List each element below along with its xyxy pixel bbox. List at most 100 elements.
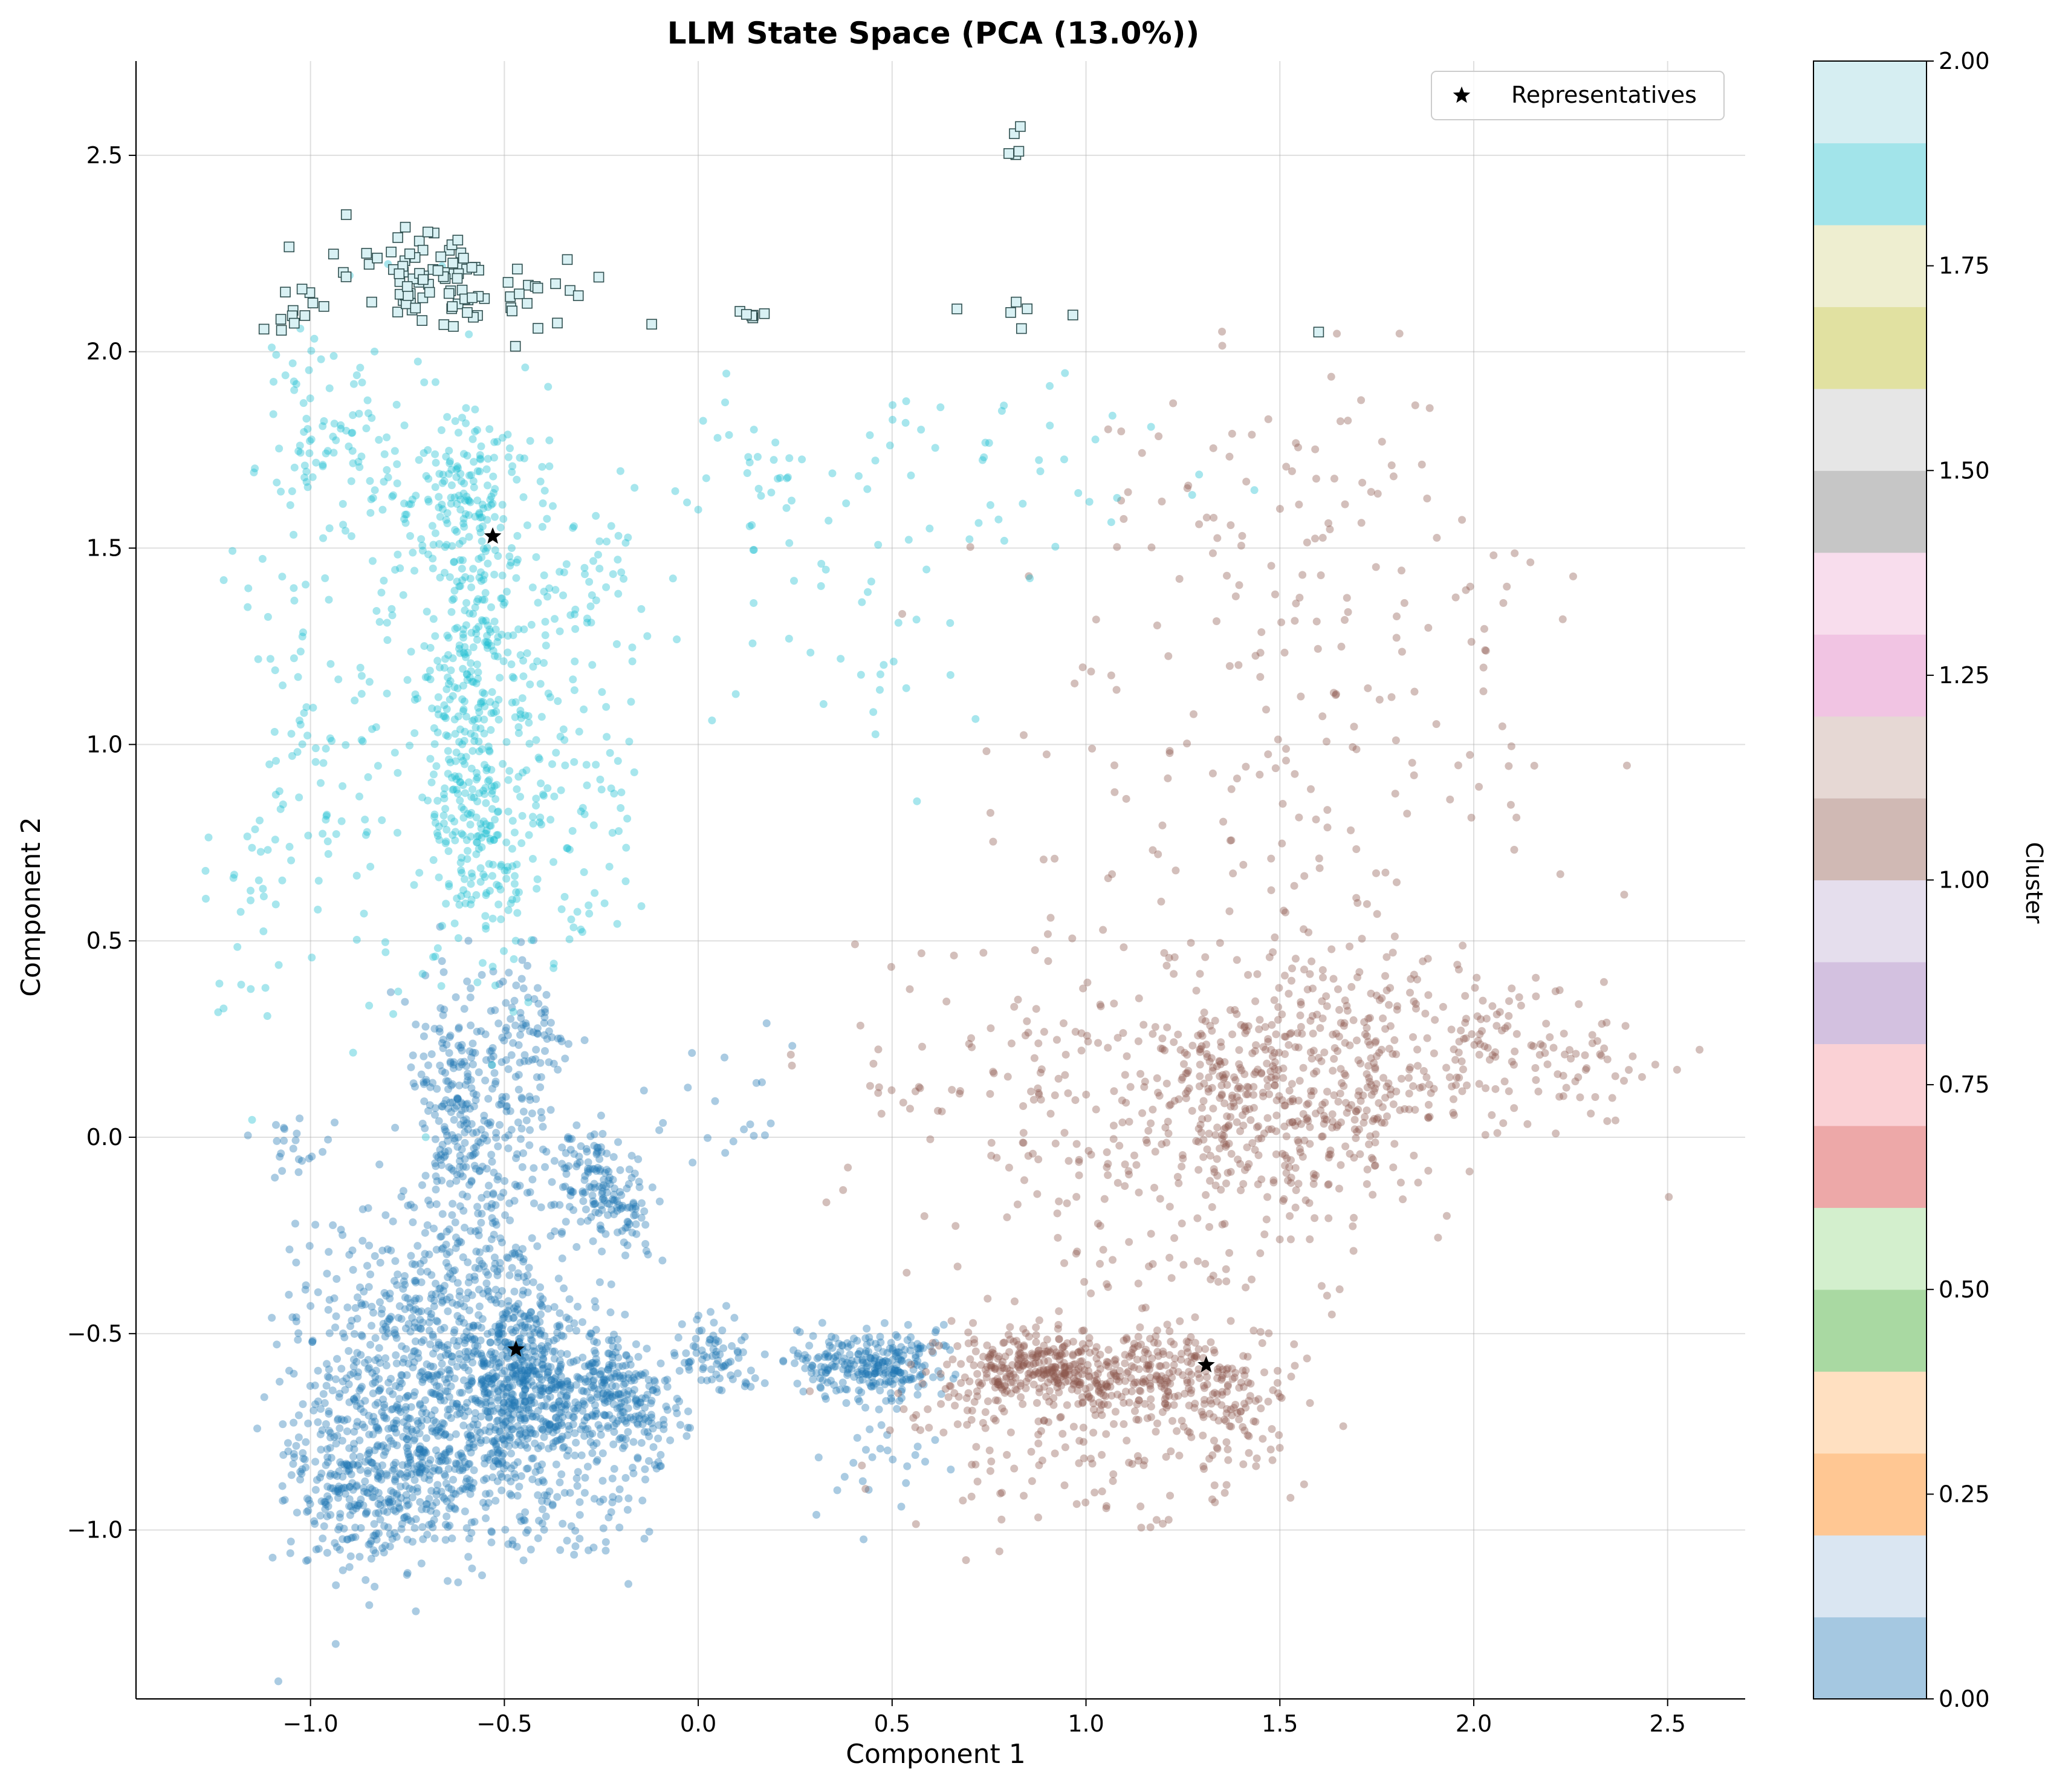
- data-point: [418, 1464, 427, 1472]
- data-point: [734, 1354, 743, 1362]
- data-point: [326, 1511, 335, 1519]
- data-point: [410, 1277, 419, 1285]
- data-point: [487, 1379, 496, 1388]
- data-point: [450, 1134, 459, 1143]
- data-point: [1531, 1064, 1540, 1073]
- data-point: [404, 1500, 413, 1508]
- data-point: [1237, 541, 1245, 550]
- data-point: [407, 1517, 415, 1525]
- data-point: [388, 1466, 397, 1475]
- data-point: [568, 1135, 576, 1143]
- data-point: [881, 1380, 889, 1389]
- data-point: [658, 1256, 667, 1265]
- data-point: [528, 1392, 537, 1401]
- data-point: [643, 1345, 651, 1353]
- data-point: [526, 1027, 534, 1036]
- data-point: [912, 1411, 921, 1419]
- data-point: [415, 1429, 424, 1438]
- data-point: [410, 1437, 418, 1445]
- data-point: [492, 1129, 501, 1137]
- data-point: [451, 1218, 459, 1227]
- data-point: [507, 1051, 516, 1059]
- data-point: [1455, 1037, 1463, 1046]
- data-point: [422, 1505, 430, 1513]
- data-point: [598, 1449, 607, 1458]
- data-point: [1378, 1103, 1387, 1111]
- data-point: [469, 1321, 478, 1329]
- data-point: [1162, 1392, 1170, 1401]
- data-point: [441, 1069, 450, 1077]
- data-point: [1178, 1417, 1186, 1425]
- data-point: [1189, 710, 1198, 718]
- data-point: [488, 1369, 497, 1377]
- data-point: [324, 1305, 332, 1314]
- data-point: [547, 1385, 556, 1394]
- data-point: [326, 1444, 334, 1452]
- data-point: [557, 1379, 566, 1388]
- data-point: [1242, 1366, 1250, 1375]
- data-point: [517, 1024, 526, 1033]
- data-point: [624, 1428, 632, 1437]
- data-point: [390, 1465, 398, 1473]
- data-point: [432, 1418, 440, 1426]
- data-point: [517, 1094, 526, 1102]
- data-point: [1007, 1039, 1016, 1048]
- data-point: [1252, 1462, 1260, 1470]
- data-point: [966, 543, 974, 551]
- data-point: [444, 1405, 452, 1414]
- data-point: [519, 1392, 527, 1400]
- data-point: [431, 1104, 439, 1112]
- data-point: [475, 1226, 483, 1235]
- data-point: [520, 1057, 528, 1065]
- data-point: [1250, 1070, 1259, 1079]
- data-point: [569, 1357, 578, 1366]
- data-point: [1330, 1091, 1338, 1100]
- data-point: [331, 1640, 340, 1648]
- data-point: [1094, 1360, 1103, 1368]
- data-point: [322, 1381, 331, 1390]
- data-point: [426, 1101, 434, 1109]
- data-point: [558, 1254, 566, 1262]
- data-point: [1287, 976, 1295, 985]
- data-point: [926, 1135, 935, 1143]
- data-point: [1202, 513, 1211, 522]
- data-point: [299, 1400, 307, 1408]
- data-point: [1445, 1073, 1454, 1082]
- data-point: [478, 1260, 486, 1268]
- data-point: [733, 1347, 742, 1355]
- data-point: [1399, 1195, 1407, 1204]
- data-point: [582, 1205, 590, 1213]
- data-point: [855, 1397, 864, 1406]
- data-point: [1349, 1247, 1358, 1255]
- data-point: [655, 1126, 664, 1134]
- data-point: [467, 1518, 476, 1527]
- data-point: [374, 1472, 382, 1480]
- data-point: [323, 1360, 331, 1368]
- data-point: [1479, 996, 1487, 1005]
- data-point: [1208, 1203, 1216, 1211]
- data-point: [556, 1380, 565, 1389]
- data-point: [279, 1420, 287, 1429]
- data-point: [1638, 1073, 1646, 1081]
- data-point: [546, 1363, 555, 1371]
- data-point: [566, 1359, 575, 1367]
- data-point: [1413, 1062, 1422, 1070]
- data-point: [516, 1058, 524, 1066]
- data-point: [1629, 1052, 1637, 1060]
- data-point: [1282, 745, 1290, 753]
- data-point: [570, 1319, 578, 1328]
- data-point: [1370, 1087, 1378, 1096]
- data-point: [519, 1357, 527, 1365]
- data-point: [471, 1415, 479, 1423]
- data-point: [345, 1495, 354, 1504]
- data-point: [1475, 1051, 1483, 1059]
- data-point: [904, 1320, 912, 1329]
- data-point: [1172, 866, 1180, 875]
- data-point: [560, 1284, 568, 1293]
- data-point: [455, 1292, 464, 1300]
- data-point: [858, 1355, 867, 1364]
- data-point: [382, 1470, 391, 1478]
- data-point: [540, 1019, 548, 1027]
- data-point: [349, 1452, 357, 1461]
- data-point: [1295, 501, 1303, 509]
